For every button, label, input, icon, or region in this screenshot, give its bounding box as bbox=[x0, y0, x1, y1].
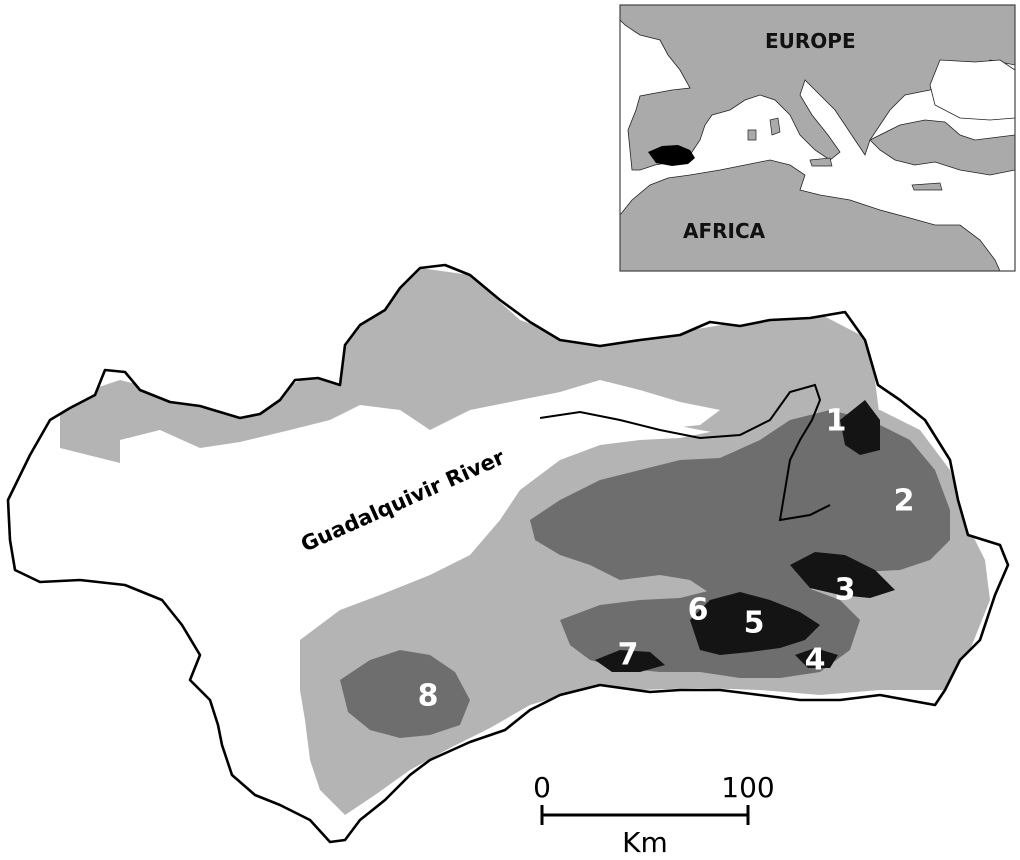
inset-map: EUROPE AFRICA bbox=[619, 4, 1016, 272]
peak-7 bbox=[595, 650, 665, 672]
andalusia-map: Guadalquivir River 1 2 3 4 5 6 7 8 bbox=[6, 263, 1010, 844]
peak-3 bbox=[790, 552, 895, 598]
sierra-nevada-peak bbox=[690, 592, 820, 655]
peak-4 bbox=[795, 648, 838, 668]
region-label-1: 1 bbox=[826, 404, 847, 439]
inset-label-africa: AFRICA bbox=[683, 219, 766, 243]
province-boundary bbox=[539, 383, 831, 522]
peak-1 bbox=[840, 400, 880, 455]
scale-bar: 0 100 Km bbox=[533, 771, 775, 859]
inset-islands bbox=[747, 117, 943, 191]
scale-bar-unit-label: Km bbox=[622, 826, 668, 859]
inset-africa-land bbox=[620, 159, 1001, 271]
scale-bar-end-label: 100 bbox=[721, 771, 774, 804]
ronda-high bbox=[340, 650, 470, 738]
region-label-3: 3 bbox=[835, 573, 856, 608]
inset-frame bbox=[619, 4, 1016, 272]
region-label-7: 7 bbox=[618, 638, 639, 673]
region-label-5: 5 bbox=[744, 606, 765, 641]
inset-black-sea bbox=[929, 59, 1015, 121]
scale-bar-start-label: 0 bbox=[533, 771, 551, 804]
inset-andalusia-highlight bbox=[648, 145, 695, 166]
region-label-4: 4 bbox=[805, 643, 826, 678]
inset-europe-land bbox=[620, 5, 1015, 171]
region-label-2: 2 bbox=[894, 484, 915, 519]
inset-balkans bbox=[869, 119, 1015, 176]
region-labels: 1 2 3 4 5 6 7 8 bbox=[418, 404, 915, 714]
region-label-8: 8 bbox=[418, 679, 439, 714]
elevation-layers bbox=[8, 265, 1008, 842]
andalusia-border bbox=[6, 263, 1010, 844]
inset-label-europe: EUROPE bbox=[765, 29, 856, 53]
northern-valley-lowland bbox=[120, 380, 720, 480]
region-label-6: 6 bbox=[688, 593, 709, 628]
